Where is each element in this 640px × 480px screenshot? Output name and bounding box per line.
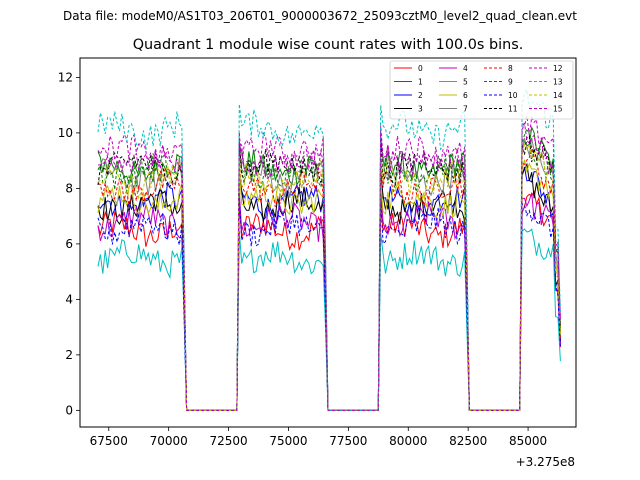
legend-label-11: 11 (508, 105, 518, 114)
legend-label-9: 9 (508, 78, 513, 87)
legend-label-10: 10 (508, 91, 518, 100)
x-tick-label: 82500 (449, 434, 487, 448)
legend-label-1: 1 (418, 78, 423, 87)
x-tick-label: 67500 (90, 434, 128, 448)
legend-label-2: 2 (418, 91, 423, 100)
y-tick-label: 6 (65, 237, 73, 251)
chart-title: Quadrant 1 module wise count rates with … (133, 37, 524, 53)
series-layer (97, 88, 561, 411)
x-axis-offset-label: +3.275e8 (516, 455, 575, 469)
legend-label-0: 0 (418, 64, 423, 73)
y-tick-label: 4 (65, 292, 73, 306)
legend-box (389, 60, 574, 120)
figure-suptitle: Data file: modeM0/AS1T03_206T01_90000036… (63, 9, 577, 23)
plot-area-frame (79, 57, 577, 428)
legend-label-4: 4 (463, 64, 468, 73)
legend-label-12: 12 (553, 64, 563, 73)
x-tick-label: 72500 (209, 434, 247, 448)
x-axis-ticks: 67500 70000 72500 75000 77500 80000 82500 85000 (90, 427, 547, 448)
legend-label-13: 13 (553, 78, 563, 87)
y-tick-label: 12 (58, 70, 73, 84)
x-tick-label: 75000 (269, 434, 307, 448)
series-line-15 (97, 122, 561, 411)
y-tick-label: 2 (65, 348, 73, 362)
legend-label-8: 8 (508, 64, 513, 73)
x-tick-label: 77500 (329, 434, 367, 448)
legend-label-5: 5 (463, 78, 468, 87)
legend-label-7: 7 (463, 105, 468, 114)
y-axis-ticks: 0 2 4 6 8 10 12 (58, 70, 80, 417)
x-tick-label: 85000 (509, 434, 547, 448)
legend-label-6: 6 (463, 91, 468, 100)
legend-label-3: 3 (418, 105, 423, 114)
legend-label-14: 14 (553, 91, 563, 100)
legend-label-15: 15 (553, 105, 563, 114)
x-tick-label: 70000 (150, 434, 188, 448)
y-tick-label: 8 (65, 181, 73, 195)
y-tick-label: 10 (58, 126, 73, 140)
y-tick-label: 0 (65, 403, 73, 417)
x-tick-label: 80000 (389, 434, 427, 448)
